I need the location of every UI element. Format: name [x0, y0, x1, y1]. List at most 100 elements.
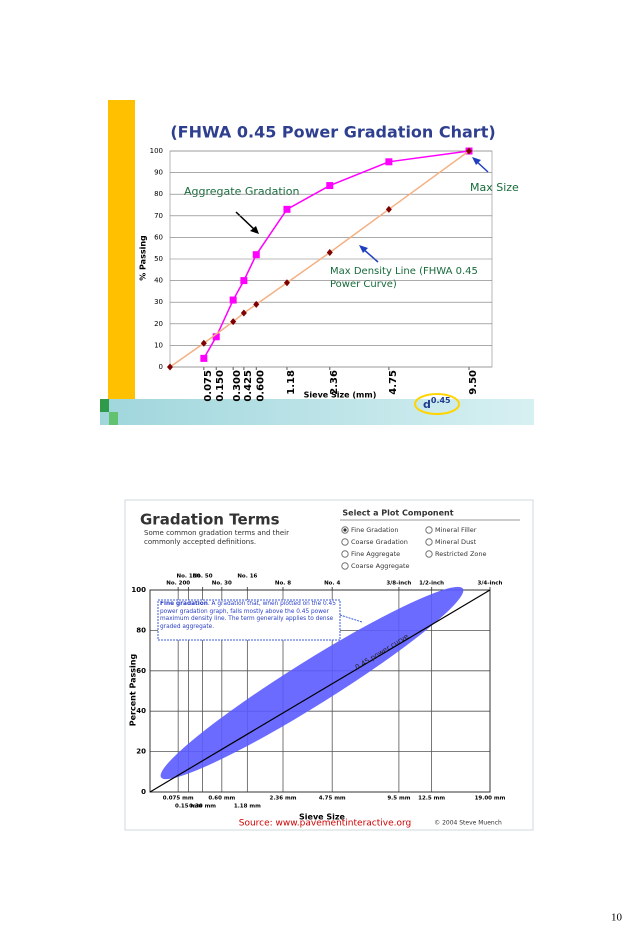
x-tick-label: 2.36: [329, 370, 340, 395]
option-label[interactable]: Coarse Gradation: [351, 538, 408, 546]
option-label[interactable]: Fine Aggregate: [351, 550, 400, 558]
plot-option[interactable]: Coarse Aggregate: [341, 562, 410, 570]
arrow-head: [472, 157, 481, 165]
y-axis-label: % Passing: [139, 235, 148, 281]
marker: [283, 279, 290, 287]
y-tick-label: 40: [154, 277, 163, 285]
y-tick-label: 20: [136, 748, 146, 756]
x2-tick-label: No. 50: [193, 574, 213, 580]
y-axis-label: Percent Passing: [129, 654, 138, 727]
marker: [229, 296, 237, 304]
y-tick-label: 90: [154, 169, 163, 177]
plot-option[interactable]: Mineral Filler: [425, 526, 477, 534]
arrows: [235, 157, 489, 263]
x-tick-label: 1.18 mm: [234, 804, 261, 810]
strip-square: [100, 399, 109, 412]
plot-option[interactable]: Coarse Gradation: [341, 538, 408, 546]
arrow-head: [250, 226, 259, 234]
plot-option[interactable]: Fine Gradation: [341, 526, 399, 534]
x-tick-label: 0.60 mm: [208, 796, 235, 802]
y-tick-label: 40: [136, 707, 146, 715]
plot-option[interactable]: Fine Aggregate: [341, 550, 400, 558]
source: Source: www.pavementinteractive.org: [239, 819, 412, 829]
x-scale-label: d0.45: [423, 396, 451, 412]
max-size-annotation: Max Size: [470, 181, 519, 194]
y-tick-label: 80: [136, 626, 146, 634]
series-line: [149, 589, 491, 793]
radio[interactable]: [341, 562, 349, 570]
option-label[interactable]: Coarse Aggregate: [351, 562, 410, 570]
y-tick-label: 0: [141, 788, 146, 796]
option-label[interactable]: Fine Gradation: [351, 526, 399, 534]
x-tick-label: 9.5 mm: [387, 796, 410, 802]
x-tick-label: 0.075 mm: [163, 796, 194, 802]
x-tick-label: 2.36 mm: [270, 796, 297, 802]
x-tick-label: 9.50: [468, 370, 479, 395]
plot-frame: [149, 589, 491, 793]
callout-text-box: Fine gradation. A gradation that, when p…: [160, 601, 338, 631]
option-label[interactable]: Mineral Filler: [435, 526, 477, 534]
x-tick-label: 0.150: [215, 370, 226, 402]
chart-title: (FHWA 0.45 Power Gradation Chart): [170, 123, 495, 142]
x2-tick-label: 1/2-inch: [419, 581, 444, 587]
radio[interactable]: [425, 550, 433, 558]
y-tick-label: 10: [154, 341, 163, 349]
y-tick-label: 80: [154, 190, 163, 198]
bottom-strip: [100, 399, 534, 425]
option-label[interactable]: Restricted Zone: [435, 550, 487, 558]
x2-tick-label: No. 100: [177, 574, 201, 580]
x-tick-label: 12.5 mm: [418, 796, 445, 802]
arrow-head: [359, 245, 368, 253]
x-tick-label: 0.600: [255, 370, 266, 402]
y-tick-label: 0: [159, 363, 163, 371]
plot-option[interactable]: Restricted Zone: [425, 550, 487, 558]
x2-tick-label: 3/8-inch: [386, 581, 411, 587]
radio[interactable]: [341, 550, 349, 558]
marker: [326, 249, 333, 257]
highlight-ellipse: [414, 393, 460, 415]
x2-tick-label: No. 200: [166, 581, 190, 587]
plot-frame: [169, 150, 493, 368]
screenshot-title: Gradation Terms: [140, 511, 280, 529]
radio[interactable]: [425, 526, 433, 534]
marker: [283, 205, 291, 213]
callout-box: [157, 599, 341, 641]
option-label[interactable]: Mineral Dust: [435, 538, 477, 546]
callout-pointer: [339, 614, 363, 623]
marker: [212, 333, 220, 341]
x2-tick-label: No. 8: [275, 581, 291, 587]
y-tick-label: 50: [154, 255, 163, 263]
strip-square: [109, 412, 118, 425]
side-bar: [108, 100, 135, 400]
callout-text: Fine gradation. A gradation that, when p…: [160, 601, 338, 631]
plot-option[interactable]: Mineral Dust: [425, 538, 477, 546]
series-line: [203, 150, 470, 359]
x2-tick-label: No. 30: [212, 581, 232, 587]
marker: [466, 147, 472, 155]
x-scale-exponent: 0.45: [431, 396, 451, 405]
arrow: [235, 211, 257, 232]
x-axis-label: Sieve Size: [299, 813, 346, 822]
marker: [385, 158, 393, 166]
radio[interactable]: [425, 538, 433, 546]
y-tick-label: 70: [154, 212, 163, 220]
screenshot-subtitle: Some common gradation terms and their co…: [144, 529, 289, 546]
subtitle-box: Some common gradation terms and their co…: [144, 529, 289, 546]
marker: [240, 277, 248, 285]
marker: [326, 182, 334, 190]
x-tick-label: 4.75: [388, 370, 399, 395]
x-tick-label: 0.075: [203, 370, 214, 402]
radio[interactable]: [341, 538, 349, 546]
controls-title: Select a Plot Component: [342, 509, 453, 518]
y-tick-label: 100: [131, 586, 146, 594]
x2-tick-label: No. 4: [324, 581, 340, 587]
y-tick-label: 20: [154, 320, 163, 328]
marker: [240, 309, 247, 317]
x-tick-label: 0.425: [243, 370, 254, 402]
series-annotation: Aggregate Gradation: [184, 185, 299, 198]
y-tick-label: 100: [150, 147, 163, 155]
x-scale-base: d: [423, 398, 431, 411]
y-tick-label: 60: [136, 667, 146, 675]
x-tick-label: 19.00 mm: [475, 796, 506, 802]
